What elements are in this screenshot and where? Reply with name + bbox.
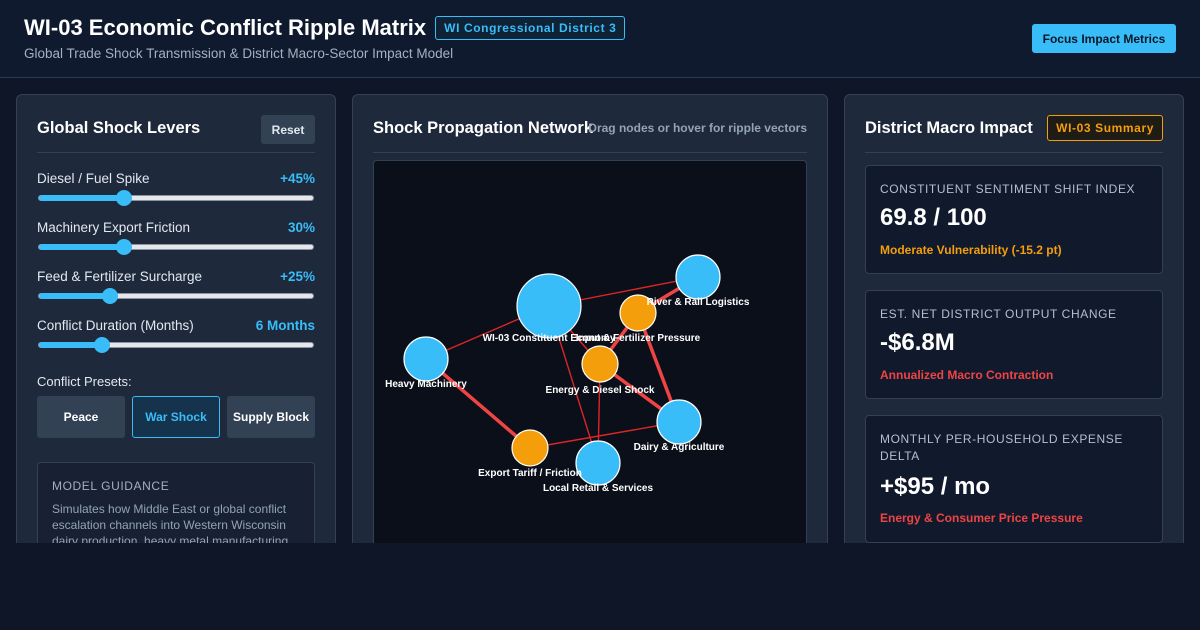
node-rail[interactable] (675, 254, 721, 300)
output-change-card: EST. NET DISTRICT OUTPUT CHANGE -$6.8M A… (865, 290, 1163, 399)
slider-thumb[interactable] (102, 288, 119, 304)
slider-machinery-export: Machinery Export Friction 30% (37, 220, 315, 260)
model-guidance-text: Simulates how Middle East or global conf… (52, 502, 289, 543)
page-title: WI-03 Economic Conflict Ripple Matrix (24, 15, 427, 40)
slider-fill (39, 342, 103, 348)
node-heavy[interactable] (403, 336, 449, 382)
app-header: WI-03 Economic Conflict Ripple Matrix WI… (0, 0, 1200, 78)
slider-fill (39, 293, 111, 299)
slider-track[interactable] (38, 239, 314, 255)
preset-supply-block-button[interactable]: Supply Block (227, 396, 315, 438)
node-label-energy: Energy & Diesel Shock (546, 385, 655, 396)
node-tariff[interactable] (511, 429, 549, 467)
node-label-dairy: Dairy & Agriculture (634, 442, 725, 453)
shock-levers-header: Global Shock Levers Reset (37, 95, 315, 153)
slider-thumb[interactable] (115, 190, 132, 206)
sentiment-card: CONSTITUENT SENTIMENT SHIFT INDEX 69.8 /… (865, 165, 1163, 274)
shock-network-hint: Drag nodes or hover for ripple vectors (588, 121, 807, 135)
slider-label: Feed & Fertilizer Surcharge (37, 269, 203, 284)
macro-impact-header: District Macro Impact WI-03 Summary (865, 95, 1163, 153)
card-label: EST. NET DISTRICT OUTPUT CHANGE (880, 307, 1117, 321)
card-note: Moderate Vulnerability (-15.2 pt) (880, 243, 1062, 257)
slider-thumb[interactable] (94, 337, 111, 353)
shock-network-panel: Shock Propagation Network Drag nodes or … (352, 94, 828, 543)
card-label: CONSTITUENT SENTIMENT SHIFT INDEX (880, 182, 1136, 196)
page-subtitle: Global Trade Shock Transmission & Distri… (24, 46, 454, 61)
slider-conflict-duration: Conflict Duration (Months) 6 Months (37, 318, 315, 358)
node-label-tariff: Export Tariff / Friction (478, 468, 582, 479)
title-row: WI-03 Economic Conflict Ripple Matrix WI… (24, 15, 626, 41)
slider-value: 30% (287, 220, 315, 235)
edge-heavy-tariff[interactable] (424, 357, 532, 450)
card-note: Energy & Consumer Price Pressure (880, 511, 1083, 525)
slider-label: Diesel / Fuel Spike (37, 171, 150, 186)
slider-feed-fertilizer: Feed & Fertilizer Surcharge +25% (37, 269, 315, 309)
summary-badge: WI-03 Summary (1047, 115, 1163, 141)
node-constituent[interactable] (516, 273, 582, 339)
node-label-heavy: Heavy Machinery (385, 379, 467, 390)
network-graph[interactable]: WI-03 Constituent Economy River & Rail Lo… (374, 161, 806, 543)
node-label-constituent: WI-03 Constituent Economy (483, 333, 616, 344)
card-label: MONTHLY PER-HOUSEHOLD EXPENSE DELTA (880, 432, 1124, 463)
card-value: 69.8 / 100 (880, 204, 987, 231)
slider-value: +45% (280, 171, 315, 186)
node-energy[interactable] (581, 345, 619, 383)
slider-fill (39, 195, 124, 201)
slider-diesel-fuel: Diesel / Fuel Spike +45% (37, 171, 315, 211)
node-retail[interactable] (575, 440, 621, 486)
household-expense-card: MONTHLY PER-HOUSEHOLD EXPENSE DELTA +$95… (865, 415, 1163, 543)
node-label-rail: River & Rail Logistics (647, 297, 750, 308)
slider-value: +25% (280, 269, 315, 284)
preset-peace-button[interactable]: Peace (37, 396, 125, 438)
model-guidance-title: MODEL GUIDANCE (52, 479, 170, 493)
district-badge: WI Congressional District 3 (435, 16, 626, 40)
card-value: -$6.8M (880, 329, 955, 356)
focus-impact-metrics-button[interactable]: Focus Impact Metrics (1032, 24, 1176, 53)
slider-track[interactable] (38, 337, 314, 353)
model-guidance-box: MODEL GUIDANCE Simulates how Middle East… (37, 462, 315, 543)
slider-label: Conflict Duration (Months) (37, 318, 194, 333)
reset-button[interactable]: Reset (261, 115, 315, 144)
card-value: +$95 / mo (880, 473, 991, 500)
macro-impact-title: District Macro Impact (865, 119, 1033, 137)
edge-tariff-dairy[interactable] (529, 421, 680, 449)
shock-network-header: Shock Propagation Network Drag nodes or … (373, 95, 807, 153)
slider-track[interactable] (38, 288, 314, 304)
preset-war-shock-button[interactable]: War Shock (132, 396, 220, 438)
card-note: Annualized Macro Contraction (880, 368, 1054, 382)
shock-levers-title: Global Shock Levers (37, 119, 201, 137)
shock-levers-panel: Global Shock Levers Reset Diesel / Fuel … (16, 94, 336, 543)
slider-label: Machinery Export Friction (37, 220, 191, 235)
node-label-feed: Input & Fertilizer Pressure (576, 333, 701, 344)
shock-network-title: Shock Propagation Network (373, 119, 594, 137)
presets-label: Conflict Presets: (37, 374, 132, 389)
node-feed[interactable] (619, 294, 657, 332)
slider-track[interactable] (38, 190, 314, 206)
slider-thumb[interactable] (115, 239, 132, 255)
node-dairy[interactable] (656, 399, 702, 445)
macro-impact-panel: District Macro Impact WI-03 Summary CONS… (844, 94, 1184, 543)
node-label-retail: Local Retail & Services (543, 483, 653, 494)
slider-value: 6 Months (255, 318, 315, 333)
dashboard-body: Global Shock Levers Reset Diesel / Fuel … (0, 79, 1200, 543)
network-canvas[interactable]: WI-03 Constituent Economy River & Rail Lo… (373, 160, 807, 543)
slider-fill (39, 244, 124, 250)
